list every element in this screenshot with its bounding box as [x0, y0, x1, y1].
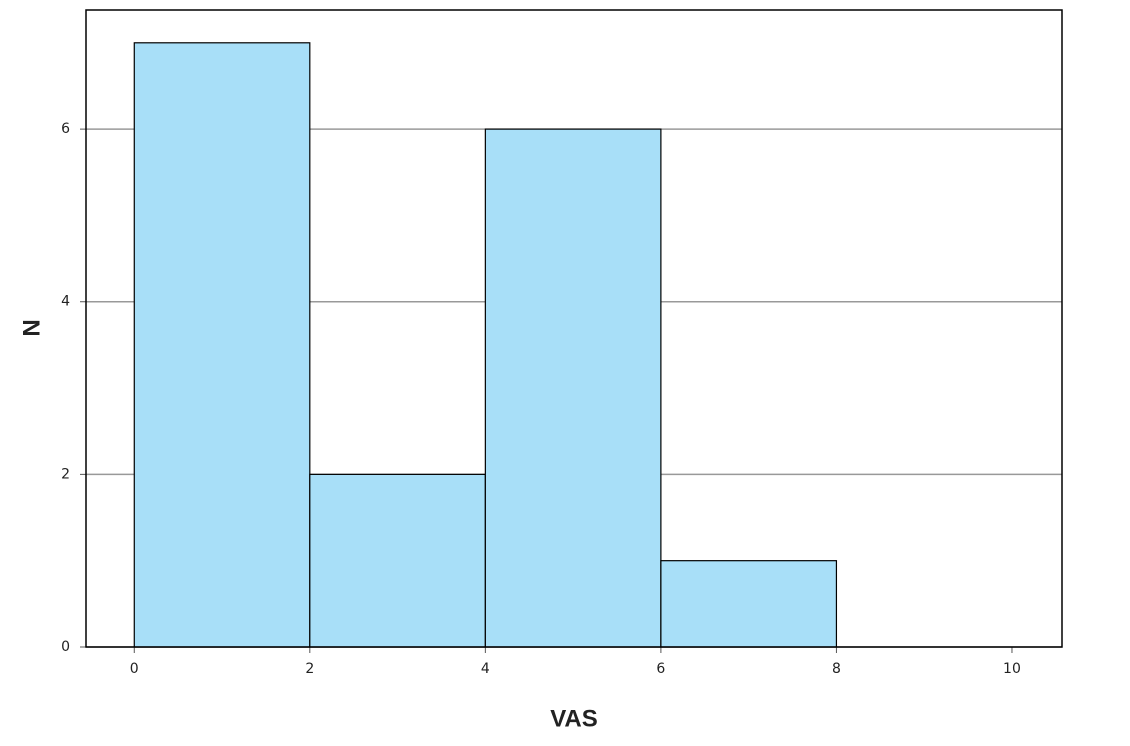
bar: [309, 473, 486, 648]
y-tick-label: 6: [61, 121, 70, 137]
x-tick-label: 4: [481, 661, 490, 677]
x-axis-title: VAS: [550, 705, 598, 732]
y-tick-label: 2: [61, 466, 70, 482]
x-tick-label: 10: [1003, 661, 1021, 677]
bar: [133, 42, 311, 648]
y-tick-label: 4: [61, 294, 70, 310]
bar: [484, 128, 662, 648]
x-tick-label: 2: [305, 661, 314, 677]
x-tick-label: 8: [832, 661, 841, 677]
y-axis-title: N: [18, 319, 45, 336]
plot-frame: [85, 9, 1063, 648]
y-tick-label: 0: [61, 639, 70, 655]
x-tick-label: 6: [656, 661, 665, 677]
x-tick-label: 0: [130, 661, 139, 677]
bar: [660, 560, 838, 648]
